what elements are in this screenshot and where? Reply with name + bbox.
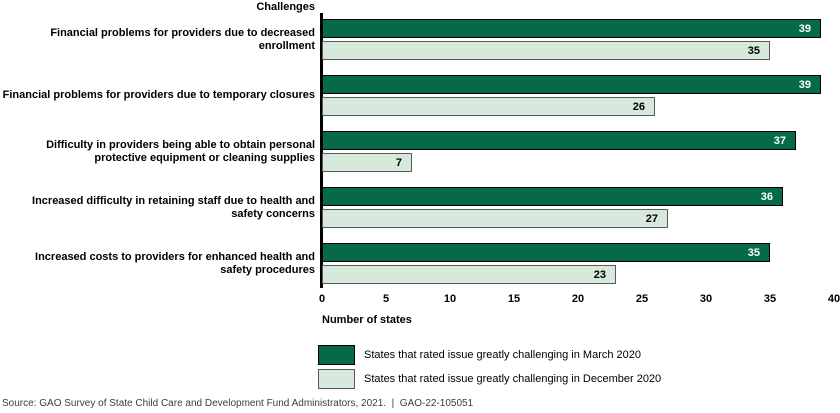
legend-label: States that rated issue greatly challeng… — [364, 373, 662, 385]
category-label: Increased difficulty in retaining staff … — [32, 194, 315, 220]
legend-item: States that rated issue greatly challeng… — [318, 345, 641, 365]
bar-value-label: 27 — [645, 212, 658, 225]
bar-value-label: 37 — [773, 134, 786, 147]
y-axis-line — [320, 13, 323, 288]
x-tick-label: 5 — [382, 293, 390, 305]
x-tick-label: 0 — [318, 293, 326, 305]
bar-december-2020: 26 — [322, 97, 655, 116]
x-tick-label: 10 — [443, 293, 457, 305]
legend-swatch — [318, 345, 355, 365]
bar-december-2020: 23 — [322, 265, 616, 284]
x-tick-label: 25 — [635, 293, 649, 305]
bar-value-label: 26 — [632, 100, 645, 113]
bar-value-label: 36 — [760, 190, 773, 203]
bar-value-label: 7 — [395, 156, 402, 169]
bar-march-2020: 39 — [322, 75, 821, 94]
bar-december-2020: 35 — [322, 41, 770, 60]
category-label: Financial problems for providers due to … — [2, 89, 315, 101]
source-note: Source: GAO Survey of State Child Care a… — [2, 398, 474, 409]
bar-december-2020: 7 — [322, 153, 412, 172]
x-tick-label: 35 — [763, 293, 777, 305]
bar-december-2020: 27 — [322, 209, 668, 228]
x-tick-label: 20 — [571, 293, 585, 305]
x-tick-label: 30 — [699, 293, 713, 305]
bar-value-label: 35 — [747, 44, 760, 57]
category-label: Financial problems for providers due to … — [50, 26, 315, 52]
bar-value-label: 23 — [593, 268, 606, 281]
legend-item: States that rated issue greatly challeng… — [318, 369, 661, 389]
category-label: Increased costs to providers for enhance… — [35, 250, 315, 276]
x-tick-label: 15 — [507, 293, 521, 305]
category-label: Difficulty in providers being able to ob… — [46, 138, 315, 164]
legend-label: States that rated issue greatly challeng… — [364, 349, 641, 361]
bar-value-label: 35 — [747, 246, 760, 259]
chart-title: Challenges — [256, 1, 315, 13]
x-tick-label: 40 — [827, 293, 840, 305]
bar-march-2020: 35 — [322, 243, 770, 262]
bar-march-2020: 39 — [322, 19, 821, 38]
legend-swatch — [318, 369, 355, 389]
bar-march-2020: 37 — [322, 131, 796, 150]
x-axis-title: Number of states — [322, 314, 412, 326]
bar-value-label: 39 — [798, 22, 811, 35]
bar-value-label: 39 — [798, 78, 811, 91]
bar-march-2020: 36 — [322, 187, 783, 206]
